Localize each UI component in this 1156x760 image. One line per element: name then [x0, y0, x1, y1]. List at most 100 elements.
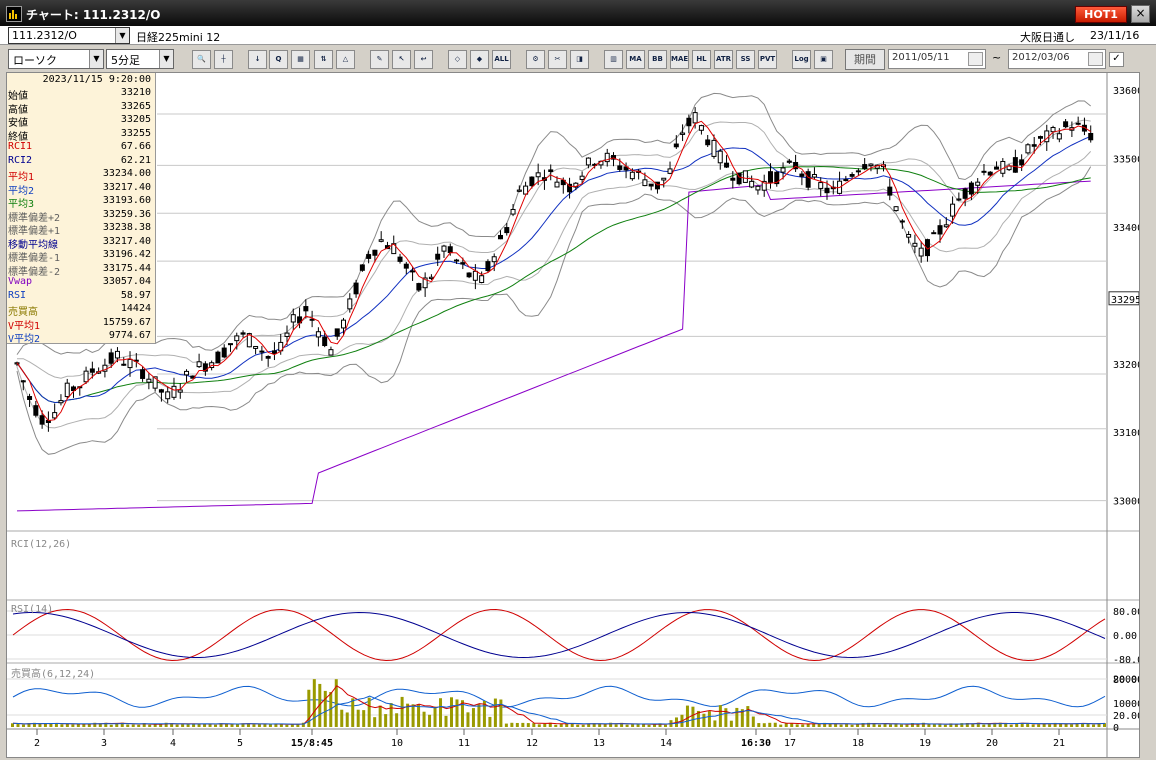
- candle-body: [215, 351, 221, 364]
- candle-body: [611, 155, 617, 160]
- price-tick-label: 33000: [1113, 497, 1139, 508]
- candle-body: [1019, 159, 1025, 166]
- volume-bar: [340, 709, 344, 727]
- calendar-icon[interactable]: [968, 52, 983, 66]
- volume-bar: [565, 722, 569, 727]
- candle-body: [397, 256, 403, 262]
- volume-bar: [1042, 723, 1046, 727]
- candle-body: [108, 352, 114, 364]
- crosshair-icon[interactable]: ┼: [214, 50, 233, 69]
- volume-bars-icon[interactable]: ▥: [604, 50, 623, 69]
- log-button[interactable]: Log: [792, 50, 811, 69]
- period-button[interactable]: 期間: [845, 49, 885, 70]
- mae-button[interactable]: MAE: [670, 50, 689, 69]
- period-checkbox[interactable]: ✓: [1109, 52, 1124, 67]
- info-row-label: Vwap: [8, 276, 33, 287]
- layout-icon[interactable]: ▣: [814, 50, 833, 69]
- pvt-button[interactable]: PVT: [758, 50, 777, 69]
- time-tick-label: 18: [852, 738, 864, 749]
- close-button[interactable]: ×: [1131, 5, 1150, 23]
- color-icon[interactable]: ◨: [570, 50, 589, 69]
- chevron-down-icon[interactable]: ▼: [115, 28, 129, 43]
- chart-type-select[interactable]: ローソク ▼: [8, 49, 104, 69]
- chart-area[interactable]: 3360033500334003330033200331003300033295…: [6, 72, 1140, 758]
- symbol-combo[interactable]: 111.2312/O ▼: [8, 27, 130, 44]
- hl-button[interactable]: HL: [692, 50, 711, 69]
- volume-bar: [784, 723, 788, 727]
- ma-button[interactable]: MA: [626, 50, 645, 69]
- info-row-value: 33217.40: [102, 235, 151, 247]
- ss-button[interactable]: SS: [736, 50, 755, 69]
- warning-icon[interactable]: △: [336, 50, 355, 69]
- candle-body: [253, 345, 259, 349]
- rci2-line: [12, 611, 1106, 659]
- zoom-icon[interactable]: 🔍: [192, 50, 211, 69]
- arrow-icon[interactable]: ↖: [392, 50, 411, 69]
- volume-bar: [850, 724, 854, 727]
- candle-body: [698, 125, 704, 131]
- current-price-box: [1108, 291, 1139, 306]
- info-row-label: 高値: [8, 104, 28, 116]
- info-row-label: 売買高: [8, 307, 38, 318]
- candle-body: [479, 275, 485, 284]
- all-button[interactable]: ALL: [492, 50, 511, 69]
- volume-bar: [482, 700, 486, 727]
- chevron-down-icon[interactable]: ▼: [159, 50, 173, 68]
- tools-icon[interactable]: ✂: [548, 50, 567, 69]
- volume-bar: [449, 697, 453, 727]
- candle-body: [89, 368, 95, 373]
- info-row: 平均3 33193.60: [7, 195, 155, 210]
- candle-body: [981, 170, 987, 173]
- volume-bar: [356, 709, 360, 727]
- candle-b-icon[interactable]: ◆: [470, 50, 489, 69]
- candle-body: [303, 306, 309, 312]
- hot-button[interactable]: HOT1: [1075, 6, 1127, 23]
- info-row-value: 33175.44: [102, 262, 151, 274]
- candle-body: [58, 400, 64, 404]
- cursor-icon[interactable]: ↓: [248, 50, 267, 69]
- bb-button[interactable]: BB: [648, 50, 667, 69]
- candle-a-icon[interactable]: ◇: [448, 50, 467, 69]
- candle-body: [1050, 127, 1056, 133]
- volume-bar: [570, 723, 574, 727]
- candle-body: [177, 389, 183, 393]
- interval-select[interactable]: 5分足 ▼: [106, 49, 174, 69]
- volume-bar: [943, 724, 947, 727]
- chevron-down-icon[interactable]: ▼: [89, 50, 103, 68]
- candle-body: [648, 183, 654, 187]
- candle-body: [761, 180, 767, 191]
- price-chart[interactable]: 3360033500334003330033200331003300033295…: [7, 73, 1139, 757]
- split-icon[interactable]: ⇅: [314, 50, 333, 69]
- date-to-field[interactable]: 2012/03/06: [1008, 49, 1106, 69]
- settings-icon[interactable]: ⚙: [526, 50, 545, 69]
- volume-bar: [246, 723, 250, 727]
- magnify-icon[interactable]: Q: [269, 50, 288, 69]
- candle-body: [322, 336, 328, 347]
- chart-icon[interactable]: ▦: [291, 50, 310, 69]
- candle-body: [523, 185, 529, 195]
- volume-bar: [252, 724, 256, 727]
- candle-body: [504, 227, 510, 234]
- volume-bar: [867, 722, 871, 727]
- candle-body: [510, 208, 516, 215]
- undo-icon[interactable]: ↩: [414, 50, 433, 69]
- date-from-field[interactable]: 2011/05/11: [888, 49, 986, 69]
- window-titlebar[interactable]: チャート: 111.2312/O HOT1 ×: [0, 0, 1156, 26]
- info-row-label: V平均1: [8, 320, 41, 332]
- candle-body: [359, 264, 365, 271]
- volume-bar: [148, 724, 152, 727]
- volume-bar: [1004, 723, 1008, 727]
- info-row: RCI1 67.66: [7, 141, 155, 154]
- candle-body: [290, 314, 296, 323]
- pen-icon[interactable]: ✎: [370, 50, 389, 69]
- info-row-label: 始値: [8, 91, 28, 102]
- info-row: V平均1 15759.67: [7, 317, 155, 332]
- date-range-separator: ~: [992, 51, 1002, 64]
- candle-body: [221, 347, 227, 358]
- atr-button[interactable]: ATR: [714, 50, 733, 69]
- volume-bar: [735, 707, 739, 727]
- volume-bar: [993, 722, 997, 727]
- volume-bar: [170, 723, 174, 727]
- candle-body: [849, 174, 855, 177]
- calendar-icon[interactable]: [1088, 52, 1103, 66]
